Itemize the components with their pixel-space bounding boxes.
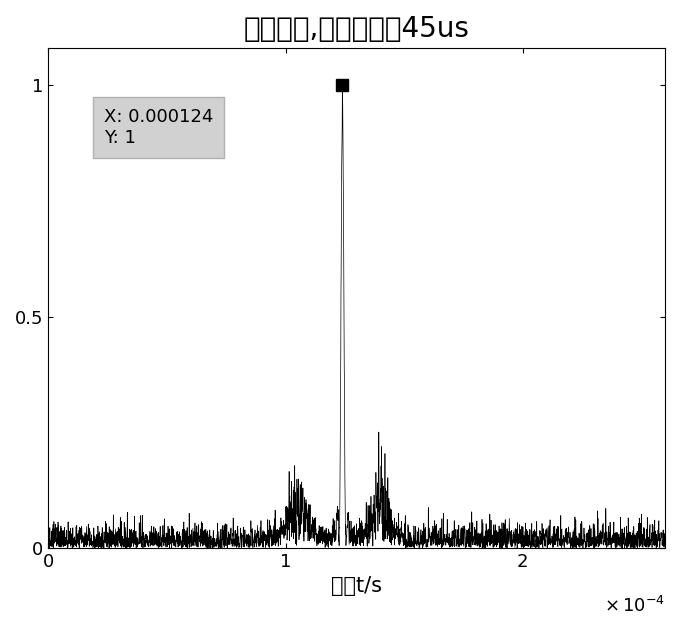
Text: X: 0.000124
Y: 1: X: 0.000124 Y: 1	[104, 108, 214, 147]
Title: 均匀采样,目标时延为45us: 均匀采样,目标时延为45us	[243, 15, 470, 43]
X-axis label: 时间t/s: 时间t/s	[331, 576, 382, 597]
Text: $\times\,10^{-4}$: $\times\,10^{-4}$	[604, 595, 665, 615]
